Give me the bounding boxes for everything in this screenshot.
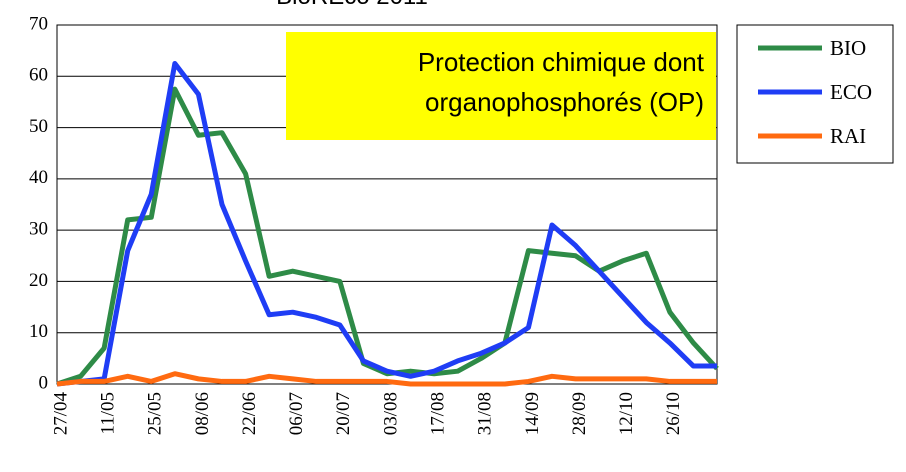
y-tick-label: 70 — [29, 13, 48, 34]
y-tick-label: 0 — [39, 372, 49, 393]
y-tick-label: 60 — [29, 65, 48, 86]
x-tick-label: 12/10 — [616, 392, 637, 435]
x-tick-label: 11/05 — [98, 392, 119, 435]
x-tick-label: 08/06 — [192, 392, 213, 435]
annotation-text: organophosphorés (OP) — [425, 87, 704, 117]
x-tick-label: 20/07 — [333, 392, 354, 435]
x-tick-label: 25/05 — [145, 392, 166, 435]
x-tick-label: 22/06 — [239, 392, 260, 435]
annotation-box — [286, 32, 716, 140]
data-line — [56, 371, 717, 387]
chart-title: BioREco 2011 — [276, 0, 428, 10]
y-tick-label: 40 — [29, 167, 48, 188]
x-tick-label: 31/08 — [475, 392, 496, 435]
x-tick-label: 27/04 — [50, 392, 71, 436]
data-line — [56, 60, 717, 387]
x-tick-label: 28/09 — [569, 392, 590, 435]
data-line — [56, 86, 719, 387]
y-tick-label: 20 — [29, 270, 48, 291]
plot-border — [56, 24, 718, 385]
annotation-text: Protection chimique dont — [418, 47, 705, 77]
y-tick-label: 50 — [29, 116, 48, 137]
y-tick-label: 10 — [29, 321, 48, 342]
legend-label: ECO — [830, 80, 872, 104]
y-tick-label: 30 — [29, 219, 48, 240]
x-tick-label: 26/10 — [663, 392, 684, 435]
x-tick-label: 14/09 — [522, 392, 543, 435]
legend-label: BIO — [830, 36, 866, 60]
x-tick-label: 03/08 — [380, 392, 401, 435]
x-tick-label: 06/07 — [286, 392, 307, 435]
legend-label: RAI — [830, 124, 866, 148]
x-tick-label: 17/08 — [428, 392, 449, 435]
